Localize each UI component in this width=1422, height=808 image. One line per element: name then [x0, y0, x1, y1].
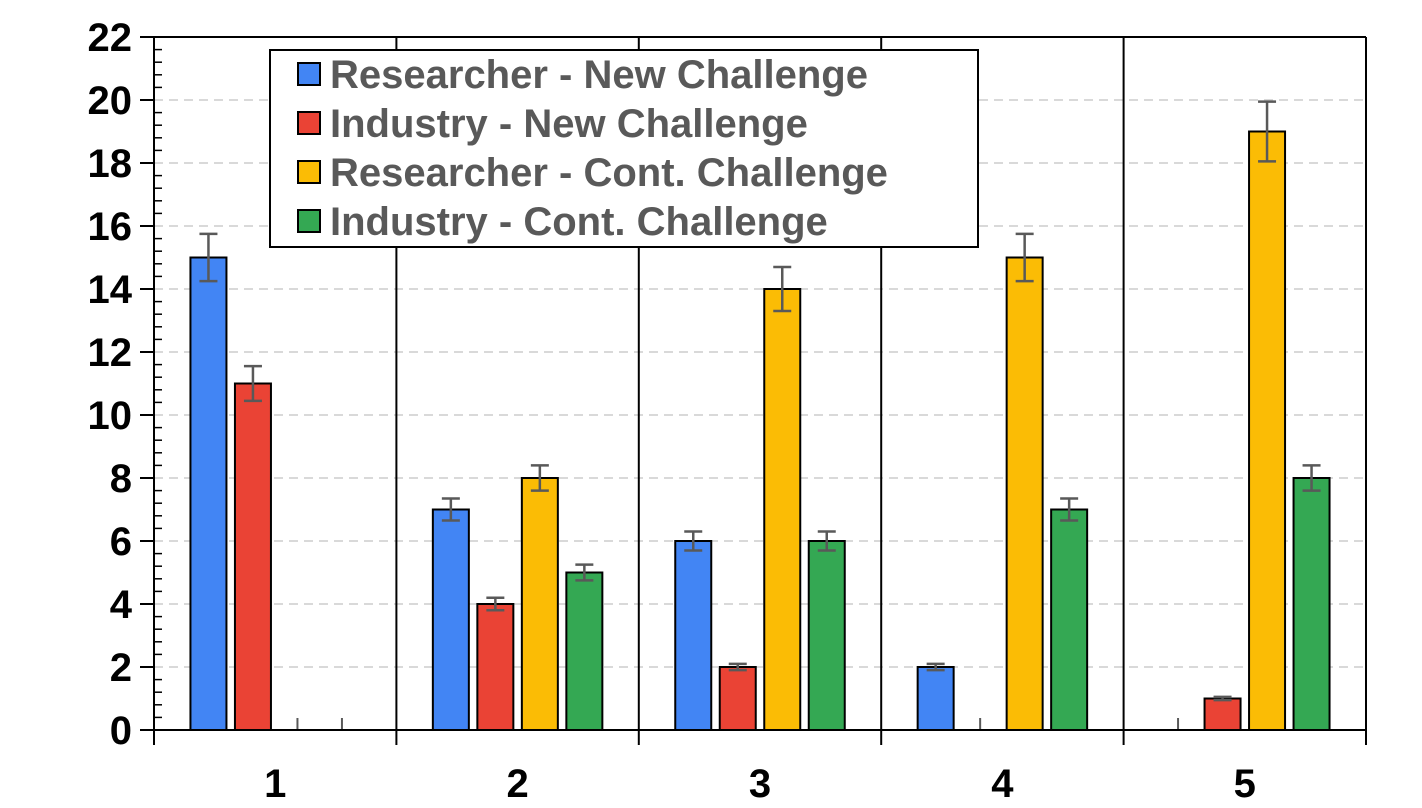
bar-series1-cat2: [431, 508, 470, 731]
x-tick-label-5: 5: [1234, 762, 1256, 806]
bar-series2-cat1: [233, 382, 272, 731]
x-tick-label-2: 2: [506, 762, 528, 806]
y-tick-label-18: 18: [88, 142, 133, 186]
bar-series4-cat3: [807, 540, 846, 731]
x-tick-label-3: 3: [749, 762, 771, 806]
legend-swatch-series1: [297, 62, 321, 86]
y-tick-label-20: 20: [88, 79, 133, 123]
legend-swatch-series3: [297, 160, 321, 184]
bar-series2-cat3: [718, 666, 757, 731]
legend: Researcher - New Challenge Industry - New…: [269, 49, 979, 248]
y-tick-label-22: 22: [88, 16, 133, 60]
bar-series3-cat3: [763, 288, 802, 731]
legend-label-series1: Researcher - New Challenge: [330, 53, 868, 97]
y-tick-label-2: 2: [110, 646, 132, 690]
x-tick-label-4: 4: [991, 762, 1014, 806]
y-tick-label-0: 0: [110, 709, 132, 753]
bar-series1-cat3: [674, 540, 713, 731]
bar-series2-cat2: [476, 603, 515, 731]
y-tick-label-14: 14: [88, 268, 133, 312]
bar-series3-cat2: [520, 477, 559, 731]
x-tick-label-1: 1: [264, 762, 286, 806]
legend-swatch-series2: [297, 111, 321, 135]
bar-series2-cat5: [1203, 697, 1242, 731]
bars: [189, 100, 1331, 731]
bar-series3-cat5: [1248, 130, 1287, 731]
legend-box: [269, 49, 979, 248]
bar-series4-cat5: [1292, 477, 1331, 731]
legend-label-series3: Researcher - Cont. Challenge: [330, 151, 888, 195]
bar-series4-cat2: [565, 571, 604, 731]
legend-swatch-series4: [297, 209, 321, 233]
legend-label-series2: Industry - New Challenge: [330, 102, 808, 146]
bar-series4-cat4: [1050, 508, 1089, 731]
y-tick-label-10: 10: [88, 394, 133, 438]
bar-series3-cat4: [1005, 256, 1044, 731]
bar-series1-cat4: [916, 666, 955, 731]
bar-series1-cat1: [189, 256, 228, 731]
y-tick-label-16: 16: [88, 205, 133, 249]
legend-label-series4: Industry - Cont. Challenge: [330, 200, 828, 244]
y-tick-label-4: 4: [110, 583, 133, 627]
y-tick-label-8: 8: [110, 457, 132, 501]
y-tick-label-12: 12: [88, 331, 133, 375]
y-tick-label-6: 6: [110, 520, 132, 564]
